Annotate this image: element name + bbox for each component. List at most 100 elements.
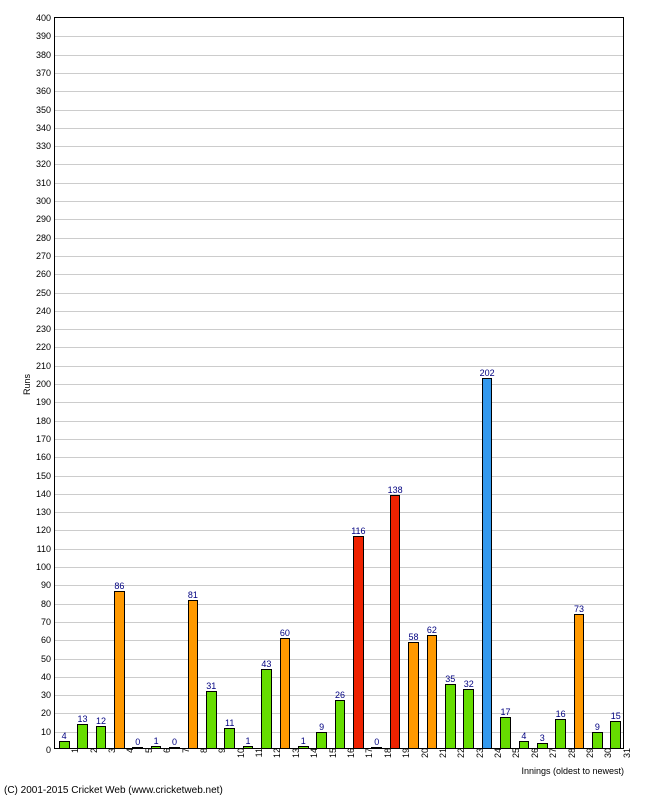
bar-value-label: 4 — [521, 731, 526, 742]
grid-line — [55, 622, 623, 623]
grid-line — [55, 512, 623, 513]
grid-line — [55, 439, 623, 440]
grid-line — [55, 640, 623, 641]
x-tick-label: 5 — [141, 748, 154, 753]
bar: 62 — [427, 635, 438, 748]
bar-value-label: 0 — [172, 737, 177, 748]
bar: 138 — [390, 495, 401, 748]
bar: 60 — [280, 638, 291, 748]
bar-value-label: 1 — [246, 736, 251, 747]
grid-line — [55, 36, 623, 37]
bar: 202 — [482, 378, 493, 748]
y-tick-label: 90 — [41, 580, 55, 590]
grid-line — [55, 238, 623, 239]
y-tick-label: 290 — [36, 214, 55, 224]
bar: 4 — [59, 741, 70, 748]
bar-value-label: 12 — [96, 716, 106, 727]
chart-page: 0102030405060708090100110120130140150160… — [0, 0, 650, 800]
bar-value-label: 17 — [500, 707, 510, 718]
x-tick-label: 26 — [527, 748, 540, 758]
grid-line — [55, 293, 623, 294]
grid-line — [55, 146, 623, 147]
x-tick-label: 24 — [490, 748, 503, 758]
grid-line — [55, 256, 623, 257]
y-tick-label: 370 — [36, 68, 55, 78]
x-tick-label: 16 — [343, 748, 356, 758]
x-tick-label: 19 — [398, 748, 411, 758]
bar-value-label: 116 — [351, 526, 365, 537]
x-tick-label: 8 — [196, 748, 209, 753]
x-tick-label: 27 — [545, 748, 558, 758]
x-tick-label: 28 — [564, 748, 577, 758]
bar-value-label: 62 — [427, 625, 437, 636]
x-tick-label: 23 — [472, 748, 485, 758]
bar: 9 — [592, 732, 603, 748]
x-tick-label: 25 — [508, 748, 521, 758]
x-tick-label: 20 — [417, 748, 430, 758]
y-tick-label: 330 — [36, 141, 55, 151]
grid-line — [55, 219, 623, 220]
grid-line — [55, 494, 623, 495]
grid-line — [55, 530, 623, 531]
bar-value-label: 9 — [595, 722, 600, 733]
bar: 12 — [96, 726, 107, 748]
y-tick-label: 310 — [36, 178, 55, 188]
y-tick-label: 270 — [36, 251, 55, 261]
grid-line — [55, 659, 623, 660]
y-tick-label: 140 — [36, 489, 55, 499]
bar: 17 — [500, 717, 511, 748]
bar-value-label: 1 — [301, 736, 306, 747]
bar: 15 — [610, 721, 621, 748]
y-tick-label: 190 — [36, 397, 55, 407]
y-tick-label: 80 — [41, 599, 55, 609]
y-tick-label: 150 — [36, 471, 55, 481]
y-tick-label: 380 — [36, 50, 55, 60]
bar: 31 — [206, 691, 217, 748]
bar: 86 — [114, 591, 125, 748]
x-tick-label: 1 — [67, 748, 80, 753]
x-tick-label: 11 — [251, 748, 264, 757]
x-tick-label: 29 — [582, 748, 595, 758]
y-tick-label: 100 — [36, 562, 55, 572]
y-tick-label: 120 — [36, 525, 55, 535]
x-tick-label: 3 — [104, 748, 117, 753]
bar: 11 — [224, 728, 235, 748]
y-tick-label: 180 — [36, 416, 55, 426]
bar-value-label: 86 — [114, 581, 124, 592]
bar: 35 — [445, 684, 456, 748]
y-tick-label: 390 — [36, 31, 55, 41]
bar-value-label: 9 — [319, 722, 324, 733]
y-tick-label: 60 — [41, 635, 55, 645]
bar-value-label: 3 — [540, 733, 545, 744]
y-tick-label: 0 — [46, 745, 55, 755]
bar-value-label: 202 — [480, 368, 495, 379]
bar: 73 — [574, 614, 585, 748]
x-tick-label: 9 — [214, 748, 227, 753]
bar-value-label: 32 — [464, 679, 474, 690]
bar-value-label: 1 — [154, 736, 159, 747]
bar-value-label: 0 — [135, 737, 140, 748]
x-tick-label: 14 — [306, 748, 319, 758]
y-tick-label: 170 — [36, 434, 55, 444]
grid-line — [55, 110, 623, 111]
grid-line — [55, 201, 623, 202]
bar-value-label: 43 — [261, 659, 271, 670]
x-tick-label: 31 — [619, 748, 632, 758]
bar-value-label: 16 — [556, 709, 566, 720]
x-tick-label: 17 — [361, 748, 374, 758]
bar: 43 — [261, 669, 272, 748]
y-axis-title: Runs — [22, 374, 32, 395]
bar: 81 — [188, 600, 199, 748]
bar-value-label: 138 — [388, 485, 403, 496]
y-tick-label: 10 — [41, 727, 55, 737]
y-tick-label: 300 — [36, 196, 55, 206]
grid-line — [55, 164, 623, 165]
y-tick-label: 240 — [36, 306, 55, 316]
bar-value-label: 81 — [188, 590, 198, 601]
bar-value-label: 0 — [374, 737, 379, 748]
x-tick-label: 22 — [453, 748, 466, 758]
grid-line — [55, 604, 623, 605]
x-tick-label: 15 — [325, 748, 338, 758]
y-tick-label: 320 — [36, 159, 55, 169]
y-tick-label: 400 — [36, 13, 55, 23]
